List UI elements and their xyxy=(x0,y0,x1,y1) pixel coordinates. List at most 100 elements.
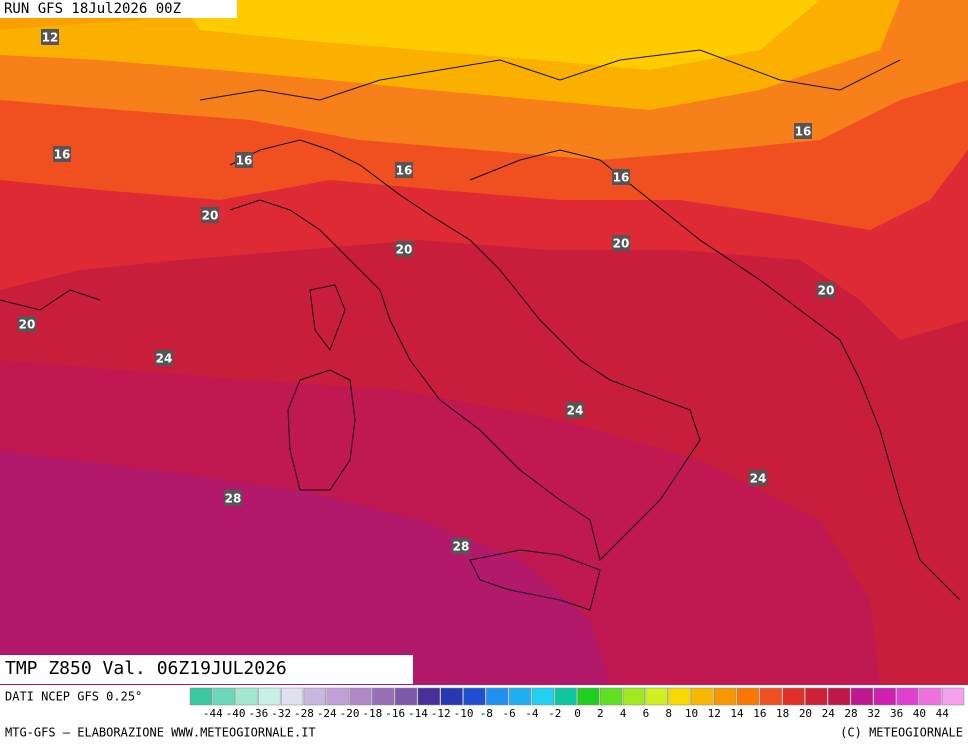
contour-label: 28 xyxy=(453,540,470,554)
contour-label-box xyxy=(749,470,767,486)
colorbar-label: 24 xyxy=(822,707,836,720)
colorbar-label: -28 xyxy=(294,707,314,720)
contour-label: 12 xyxy=(42,31,59,45)
colorbar-swatch xyxy=(600,687,623,706)
colorbar-swatch xyxy=(645,687,668,706)
colorbar-label: -10 xyxy=(454,707,474,720)
contour-label: 28 xyxy=(225,492,242,506)
colorbar-label: 40 xyxy=(913,707,926,720)
contour-label-box xyxy=(452,538,470,554)
contour-label: 16 xyxy=(236,154,253,168)
coastlines xyxy=(0,49,961,611)
colorbar-swatch xyxy=(622,687,646,706)
colorbar-label: 10 xyxy=(685,707,698,720)
colorbar-label: 0 xyxy=(574,707,581,720)
colorbar-label: -20 xyxy=(340,707,360,720)
colorbar-label: -14 xyxy=(408,707,428,720)
colorbar-label: 12 xyxy=(708,707,721,720)
contour-label: 16 xyxy=(795,125,812,139)
colorbar-label: -16 xyxy=(385,707,405,720)
colorbar-swatch xyxy=(736,687,760,706)
colorbar-label: -4 xyxy=(525,707,539,720)
colorbar-swatch xyxy=(759,687,782,706)
colorbar-label: 32 xyxy=(867,707,880,720)
colorbar-swatch xyxy=(258,687,281,706)
colorbar-swatch xyxy=(827,687,851,706)
contour-label-box xyxy=(395,241,413,257)
colorbar-swatch xyxy=(508,687,532,706)
contour-label-box xyxy=(612,169,630,185)
contour-label-box xyxy=(201,207,219,223)
colorbar-label: -6 xyxy=(502,707,515,720)
run-label: RUN GFS 18Jul2026 00Z xyxy=(4,1,181,17)
colorbar-swatch xyxy=(326,687,349,706)
colorbar-label: 8 xyxy=(665,707,672,720)
colorbar-swatch xyxy=(691,687,714,706)
colorbar-label: -36 xyxy=(248,707,268,720)
colorbar-swatch xyxy=(531,687,554,706)
temperature-field xyxy=(0,0,968,685)
colorbar-label: 44 xyxy=(936,707,950,720)
colorbar-swatch xyxy=(303,687,327,706)
colorbar-label: 36 xyxy=(890,707,903,720)
contour-label: 20 xyxy=(613,237,630,251)
colorbar-label: -8 xyxy=(480,707,493,720)
contour-label: 20 xyxy=(19,318,36,332)
colorbar-label: 28 xyxy=(844,707,857,720)
colorbar-label: 2 xyxy=(597,707,604,720)
colorbar-swatch xyxy=(873,687,896,706)
colorbar-swatch xyxy=(235,687,258,706)
colorbar-swatch xyxy=(850,687,874,706)
colorbar-label: -12 xyxy=(431,707,451,720)
contour-label-box xyxy=(41,29,59,45)
contour-label-box xyxy=(566,402,584,418)
colorbar-label: -18 xyxy=(362,707,382,720)
colorbar-label: 14 xyxy=(730,707,744,720)
map-title: TMP Z850 Val. 06Z19JUL2026 xyxy=(5,658,287,679)
contour-label-box xyxy=(224,490,242,506)
contour-label: 24 xyxy=(156,352,173,366)
colorbar-swatch xyxy=(714,687,737,706)
contour-label-box xyxy=(794,123,812,139)
contour-label-box xyxy=(155,350,173,366)
contour-label: 16 xyxy=(396,164,413,178)
colorbar-label: 20 xyxy=(799,707,812,720)
contour-label: 24 xyxy=(750,472,767,486)
footer-left: MTG-GFS — ELABORAZIONE WWW.METEOGIORNALE… xyxy=(5,726,316,740)
colorbar-swatch xyxy=(394,687,418,706)
contour-labels: 12 16 16 16 16 16 20 20 20 20 20 24 24 24 28 28 xyxy=(18,29,835,554)
colorbar-label: 4 xyxy=(620,707,627,720)
colorbar-label: 16 xyxy=(753,707,766,720)
colorbar-swatch xyxy=(782,687,805,706)
contour-label: 16 xyxy=(613,171,630,185)
colorbar-label: -40 xyxy=(226,707,246,720)
colorbar-swatch xyxy=(372,687,395,706)
contour-label: 20 xyxy=(818,284,835,298)
colorbar: -44 -40 -36 -32 -28 -24 -20 -18 -16 -14 -12 -10 -8 -6… xyxy=(189,687,965,720)
colorbar-label: 18 xyxy=(776,707,789,720)
footer-right: (C) METEOGIORNALE xyxy=(840,726,963,740)
contour-label-box xyxy=(817,282,835,298)
colorbar-swatch xyxy=(668,687,691,706)
run-box xyxy=(0,0,237,18)
title-box xyxy=(0,655,413,684)
colorbar-swatch xyxy=(805,687,828,706)
colorbar-swatch xyxy=(349,687,372,706)
contour-label-box xyxy=(235,152,253,168)
colorbar-swatch xyxy=(440,687,463,706)
contour-label: 24 xyxy=(567,404,584,418)
contour-label: 16 xyxy=(54,148,71,162)
colorbar-swatch xyxy=(486,687,509,706)
colorbar-swatch xyxy=(941,687,965,706)
colorbar-label: 6 xyxy=(643,707,650,720)
colorbar-label: -24 xyxy=(317,707,337,720)
colorbar-swatch xyxy=(919,687,942,706)
colorbar-swatch xyxy=(212,687,235,706)
contour-label-box xyxy=(395,162,413,178)
colorbar-swatch xyxy=(896,687,919,706)
contour-label: 20 xyxy=(202,209,219,223)
colorbar-swatch xyxy=(463,687,486,706)
contour-label: 20 xyxy=(396,243,413,257)
colorbar-swatch xyxy=(280,687,304,706)
